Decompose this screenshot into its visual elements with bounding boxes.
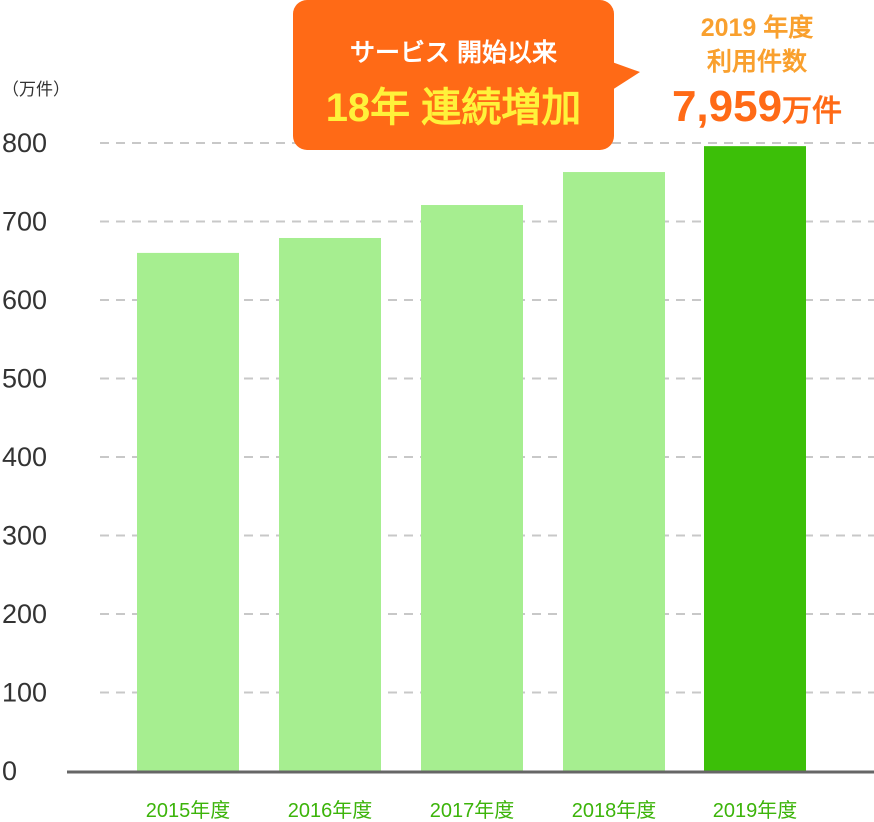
y-unit-label: （万件） [2, 80, 70, 99]
y-tick-label: 800 [2, 128, 47, 158]
y-tick-label: 400 [2, 442, 47, 472]
y-tick-label: 500 [2, 364, 47, 394]
x-tick-label: 2018年度 [572, 799, 657, 822]
highlight-year: 2019 年度 [700, 14, 814, 42]
callout-line1: サービス 開始以来 [350, 39, 557, 67]
x-tick-label: 2015年度 [146, 799, 231, 822]
callout-bubble: サービス 開始以来 18年 連続増加 [293, 0, 640, 150]
y-tick-label: 300 [2, 521, 47, 551]
y-tick-label: 700 [2, 207, 47, 237]
x-tick-label: 2016年度 [288, 799, 373, 822]
highlight-value-block: 7,959万件 [640, 82, 874, 132]
highlight-unit: 万件 [782, 95, 843, 128]
bar-2019年度 [704, 146, 806, 771]
highlight-value: 7,959 [671, 82, 783, 131]
y-tick-label: 600 [2, 285, 47, 315]
y-tick-label: 0 [2, 756, 17, 786]
y-tick-label: 200 [2, 599, 47, 629]
bar-2018年度 [563, 172, 665, 772]
bar-2015年度 [137, 252, 239, 771]
highlight-caption: 利用件数 [706, 48, 807, 76]
bar-2016年度 [279, 237, 381, 772]
callout-line2: 18年 連続増加 [325, 86, 582, 130]
x-tick-label: 2017年度 [430, 799, 515, 822]
x-tick-label: 2019年度 [713, 799, 798, 822]
y-tick-label: 100 [2, 678, 47, 708]
bar-2017年度 [421, 205, 523, 771]
